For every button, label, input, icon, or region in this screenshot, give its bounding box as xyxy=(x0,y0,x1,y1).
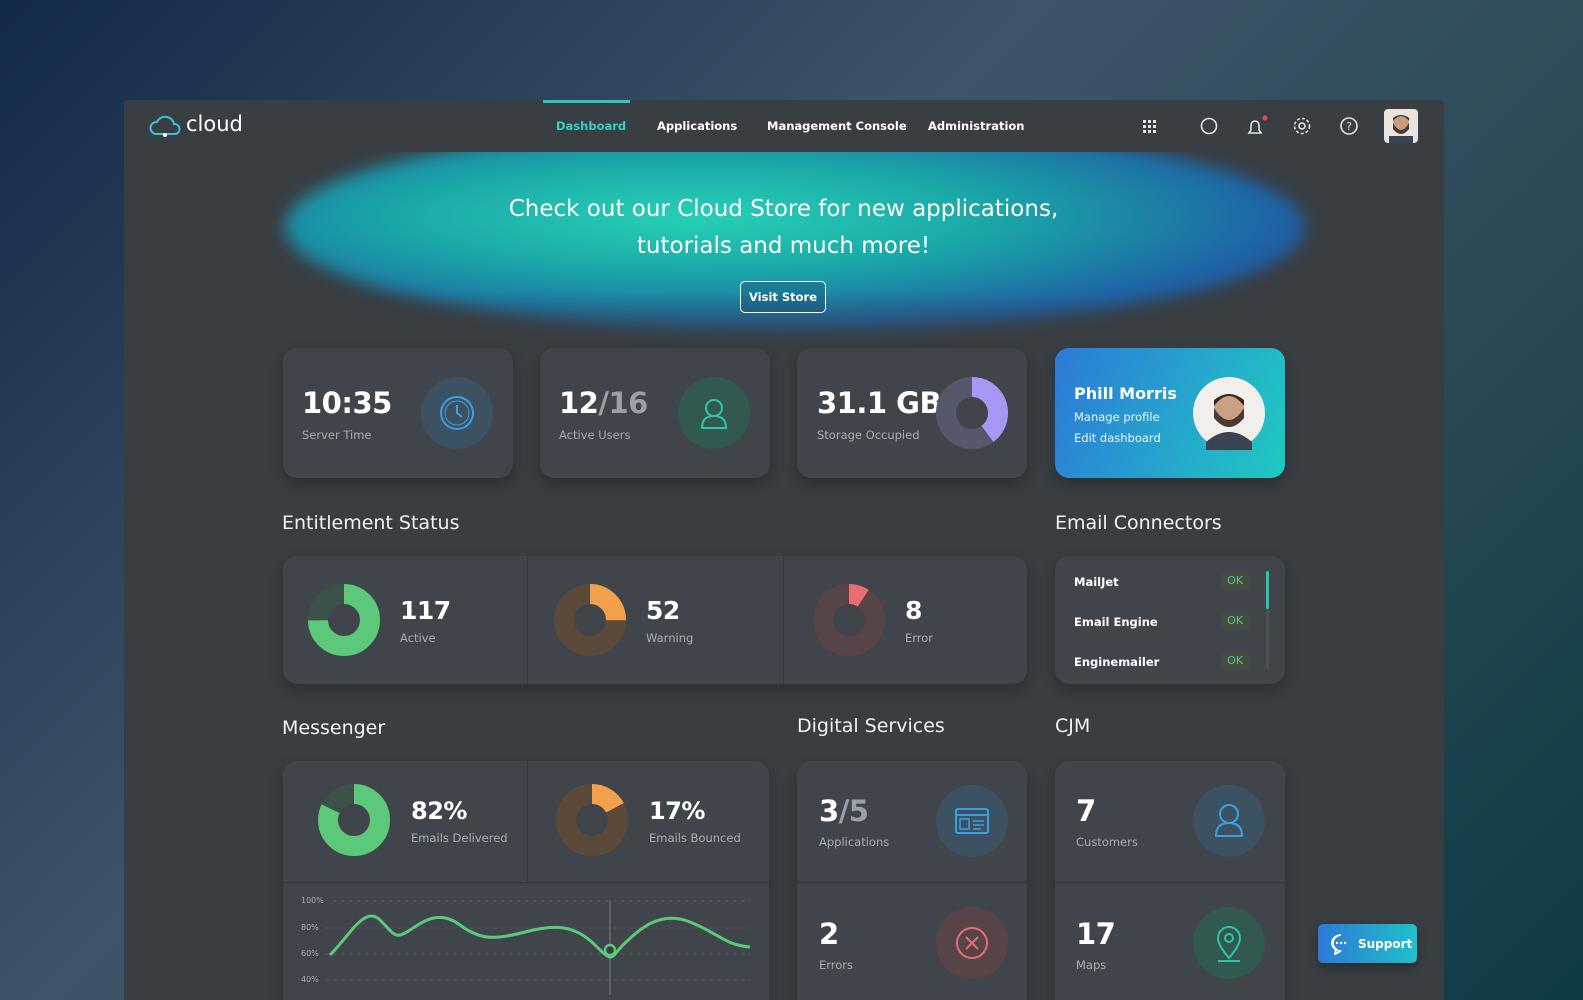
logo-icon xyxy=(149,115,181,137)
error-donut xyxy=(813,584,885,656)
storage-donut xyxy=(936,377,1008,449)
profile-name: Phill Morris xyxy=(1074,384,1177,403)
connector-status: OK xyxy=(1221,612,1249,630)
status-label: Error xyxy=(905,631,934,645)
visit-store-button[interactable]: Visit Store xyxy=(740,281,826,313)
messenger-label: Emails Delivered xyxy=(411,831,508,845)
status-label: Warning xyxy=(646,631,694,645)
connector-name: Enginemailer xyxy=(1074,655,1160,669)
user-avatar[interactable] xyxy=(1384,109,1418,143)
nav-item[interactable]: Applications xyxy=(657,119,738,133)
active-donut xyxy=(308,584,380,656)
cjm-label: Customers xyxy=(1076,835,1138,849)
profile-link[interactable]: Manage profile xyxy=(1074,410,1160,424)
svg-text:?: ? xyxy=(1346,120,1352,133)
divider xyxy=(527,556,528,684)
stat-value: 12/16 xyxy=(559,386,648,420)
active-tab-indicator xyxy=(543,100,630,103)
status-value: 52 xyxy=(646,596,680,625)
cjm-value: 7 xyxy=(1076,794,1096,828)
section-title: CJM xyxy=(1055,715,1091,737)
cjm-value: 17 xyxy=(1076,917,1116,951)
logo-text: cloud xyxy=(186,112,243,136)
stat-label: Server Time xyxy=(302,428,372,442)
stat-value: 10:35 xyxy=(302,386,392,420)
service-value: 2 xyxy=(819,917,839,951)
service-value: 3/5 xyxy=(819,794,869,828)
section-title: Messenger xyxy=(282,717,386,739)
section-title: Entitlement Status xyxy=(282,512,460,534)
customers-icon xyxy=(1193,785,1265,857)
messenger-value: 82% xyxy=(411,797,467,825)
connector-status: OK xyxy=(1221,572,1249,590)
user-icon xyxy=(678,377,750,449)
nav-item[interactable]: Dashboard xyxy=(556,119,627,133)
service-label: Applications xyxy=(819,835,890,849)
errors-icon xyxy=(936,907,1008,979)
toolbar-icons[interactable]: ? xyxy=(1140,114,1380,140)
bounced-donut xyxy=(556,784,628,856)
maps-icon xyxy=(1193,907,1265,979)
service-total: /5 xyxy=(838,794,869,828)
divider xyxy=(783,556,784,684)
stat-value: 31.1 GB xyxy=(817,386,942,420)
scroll-thumb[interactable] xyxy=(1266,571,1269,609)
nav-item[interactable]: Management Console xyxy=(767,119,907,133)
stat-label: Active Users xyxy=(559,428,631,442)
messenger-value: 17% xyxy=(649,797,705,825)
connector-name: Email Engine xyxy=(1074,615,1158,629)
profile-photo xyxy=(1193,377,1265,450)
messenger-line-chart xyxy=(325,900,751,995)
connector-name: MailJet xyxy=(1074,575,1119,589)
messenger-label: Emails Bounced xyxy=(649,831,741,845)
divider xyxy=(1055,882,1285,883)
chart-tick-label: 100% xyxy=(301,896,324,905)
scroll-track[interactable] xyxy=(1266,571,1269,669)
connector-status: OK xyxy=(1221,652,1249,670)
support-icon xyxy=(1331,934,1347,955)
warning-donut xyxy=(554,584,626,656)
stat-total: /16 xyxy=(598,386,648,420)
cjm-label: Maps xyxy=(1076,958,1107,972)
clock-icon xyxy=(421,377,493,449)
stat-value: 12 xyxy=(559,386,599,420)
entitlement-panel xyxy=(283,556,1027,684)
status-label: Active xyxy=(400,631,436,645)
support-button[interactable] xyxy=(1318,924,1417,963)
status-value: 8 xyxy=(905,596,922,625)
chart-tick-label: 60% xyxy=(301,949,319,958)
status-value: 117 xyxy=(400,596,451,625)
chart-tick-label: 40% xyxy=(301,975,319,984)
banner xyxy=(245,152,1345,352)
divider xyxy=(797,882,1027,883)
stat-label: Storage Occupied xyxy=(817,428,920,442)
section-title: Digital Services xyxy=(797,715,945,737)
support-label[interactable]: Support xyxy=(1358,937,1413,951)
delivered-donut xyxy=(318,784,390,856)
service-label: Errors xyxy=(819,958,854,972)
banner-text: Check out our Cloud Store for new applic… xyxy=(508,196,1059,222)
applications-icon xyxy=(936,785,1008,857)
service-value: 3 xyxy=(819,794,839,828)
chart-tick-label: 80% xyxy=(301,923,319,932)
divider xyxy=(283,882,769,883)
section-title: Email Connectors xyxy=(1055,512,1222,534)
divider xyxy=(527,761,528,882)
nav-item[interactable]: Administration xyxy=(928,119,1025,133)
banner-text: tutorials and much more! xyxy=(636,233,931,259)
profile-link[interactable]: Edit dashboard xyxy=(1074,431,1161,445)
